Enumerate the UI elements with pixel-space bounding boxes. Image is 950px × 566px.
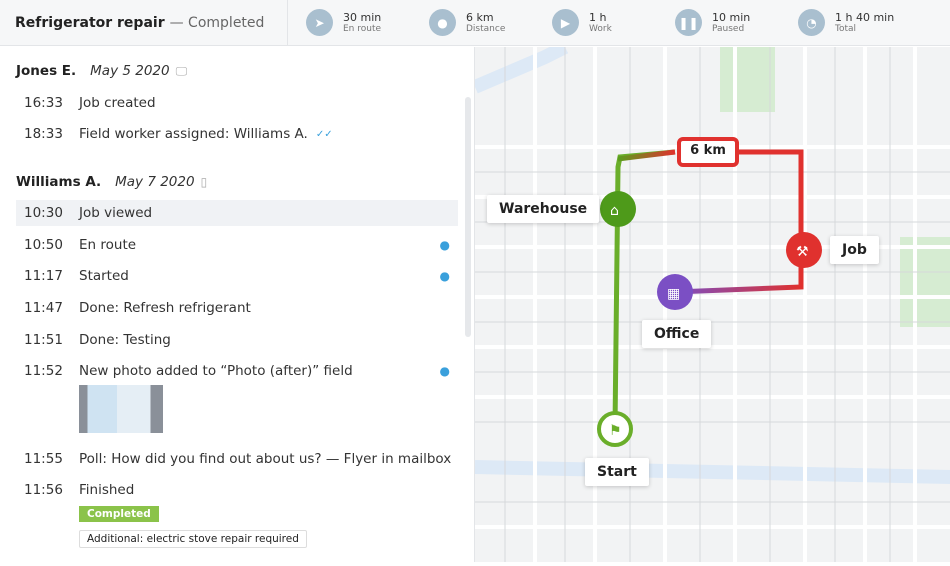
distance-label-box	[677, 137, 739, 167]
stat-label: Paused	[712, 24, 745, 34]
park	[720, 47, 775, 112]
event-text: Finished	[79, 482, 135, 498]
warehouse-marker[interactable]	[600, 191, 636, 227]
park	[900, 237, 950, 327]
photo-thumbnail[interactable]	[79, 385, 163, 433]
office-marker[interactable]	[657, 274, 693, 310]
play-icon: ▶	[552, 9, 579, 36]
event-time: 11:52	[24, 363, 63, 379]
start-marker[interactable]	[597, 411, 633, 447]
pause-icon: ❚❚	[675, 9, 702, 36]
route-segment	[674, 262, 804, 295]
flag-icon: ⚑	[609, 423, 622, 439]
scrollbar[interactable]	[465, 97, 471, 337]
user-name: Williams A.	[16, 174, 102, 190]
stat-paused: ❚❚ 10 min Paused	[675, 9, 780, 36]
double-check-icon: ✓✓	[315, 128, 333, 140]
job-title: Refrigerator repair — Completed	[0, 0, 288, 46]
event-time: 11:55	[24, 451, 63, 467]
stat-label: Distance	[466, 24, 506, 34]
note: Additional: electric stove repair requir…	[79, 530, 307, 548]
timeline-event: 11:52 New photo added to “Photo (after)” …	[16, 358, 458, 384]
timeline-event: 11:51 Done: Testing	[16, 327, 458, 353]
route-segment	[617, 149, 676, 162]
date: May 7 2020	[115, 174, 195, 190]
route-segment	[735, 149, 804, 250]
job-status: — Completed	[169, 14, 265, 31]
stat-value: 1 h 40 min	[835, 11, 895, 24]
header: Refrigerator repair — Completed ➤ 30 min En…	[0, 0, 950, 46]
timeline-event: 16:33 Job created	[16, 90, 458, 116]
stat-label: En route	[343, 24, 382, 34]
stat-distance: ● 6 km Distance	[429, 9, 534, 36]
user-name: Jones E.	[16, 63, 77, 79]
event-text: Done: Testing	[79, 332, 171, 348]
stat-value: 1 h	[589, 11, 607, 24]
mobile-icon: ▯	[200, 175, 208, 189]
event-time: 11:47	[24, 300, 63, 316]
timeline-event: 11:56 Finished	[16, 477, 458, 503]
date: May 5 2020	[90, 63, 170, 79]
event-text: Poll: How did you find out about us? — F…	[79, 451, 452, 467]
event-text: Job created	[79, 95, 156, 111]
timeline-event: 10:50 En route ●	[16, 232, 458, 258]
warehouse-icon: ⌂	[610, 203, 619, 219]
river	[474, 460, 950, 484]
timeline-event: 11:47 Done: Refresh refrigerant	[16, 295, 458, 321]
distance-label: 6 km	[690, 143, 726, 158]
stat-en-route: ➤ 30 min En route	[306, 9, 411, 36]
timeline-event[interactable]: 10:30 Job viewed	[16, 200, 458, 226]
job-name: Refrigerator repair	[15, 14, 165, 31]
event-time: 11:56	[24, 482, 63, 498]
stat-label: Work	[589, 24, 612, 34]
stat-value: 10 min	[712, 11, 751, 24]
navigation-arrow-icon: ➤	[306, 9, 333, 36]
timeline-panel: Jones E. May 5 2020 🖵 16:33 Job created 18:…	[0, 47, 474, 562]
event-time: 10:30	[24, 205, 63, 221]
event-text: Job viewed	[79, 205, 153, 221]
timeline-group-header: Jones E. May 5 2020 🖵	[16, 63, 187, 79]
timeline-event: 18:33 Field worker assigned: Williams A. ✓…	[16, 121, 458, 147]
event-time: 10:50	[24, 237, 63, 253]
stat-total: ◔ 1 h 40 min Total	[798, 9, 903, 36]
location-pin-icon[interactable]: ●	[439, 269, 450, 283]
roads	[475, 47, 950, 562]
event-text: En route	[79, 237, 137, 253]
timeline-event: 11:55 Poll: How did you find out about us…	[16, 446, 458, 472]
job-label[interactable]: Job	[830, 236, 879, 264]
map-canvas: ⚑ ⌂ ⚒ ▦	[472, 40, 950, 562]
stat-value: 30 min	[343, 11, 382, 24]
street-outlines	[475, 47, 950, 562]
event-time: 11:17	[24, 268, 63, 284]
clock-icon: ◔	[798, 9, 825, 36]
location-pin-icon: ●	[429, 9, 456, 36]
event-text: Done: Refresh refrigerant	[79, 300, 251, 316]
building-icon: ▦	[667, 286, 680, 302]
event-text: New photo added to “Photo (after)” field	[79, 363, 353, 379]
river	[472, 40, 569, 94]
office-label[interactable]: Office	[642, 320, 712, 348]
desktop-icon: 🖵	[175, 64, 188, 78]
status-badge: Completed	[79, 506, 159, 522]
timeline-event: 11:17 Started ●	[16, 263, 458, 289]
drill-icon: ⚒	[796, 244, 809, 260]
job-marker[interactable]	[786, 232, 822, 268]
event-text: Started	[79, 268, 129, 284]
timeline-group-header: Williams A. May 7 2020 ▯	[16, 174, 207, 190]
stat-value: 6 km	[466, 11, 494, 24]
stat-work: ▶ 1 h Work	[552, 9, 657, 36]
location-pin-icon[interactable]: ●	[439, 364, 450, 378]
start-label[interactable]: Start	[585, 458, 649, 486]
event-time: 11:51	[24, 332, 63, 348]
event-time: 18:33	[24, 126, 63, 142]
map[interactable]: ⚑ ⌂ ⚒ ▦ 6 km Warehouse Job Office Start	[472, 40, 950, 562]
location-pin-icon[interactable]: ●	[439, 238, 450, 252]
event-text: Field worker assigned: Williams A.	[79, 126, 308, 142]
stat-label: Total	[835, 24, 857, 34]
event-time: 16:33	[24, 95, 63, 111]
warehouse-label[interactable]: Warehouse	[487, 195, 600, 223]
